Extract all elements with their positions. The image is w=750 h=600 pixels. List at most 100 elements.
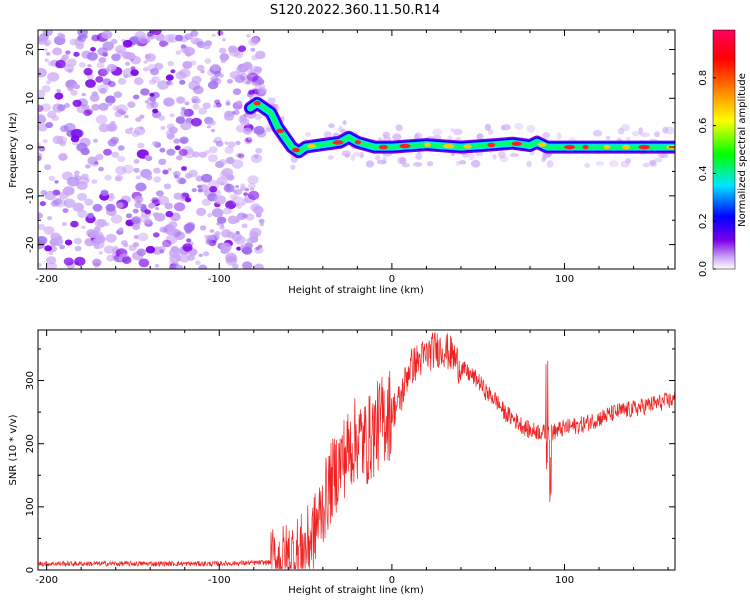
- noise-blob: [226, 255, 232, 260]
- noise-blob: [59, 244, 66, 250]
- ridge-halo-blob: [290, 156, 298, 163]
- noise-blob: [227, 215, 239, 225]
- noise-blob: [41, 85, 51, 93]
- noise-blob: [96, 62, 105, 69]
- noise-blob: [224, 141, 229, 145]
- noise-blob: [250, 187, 254, 191]
- noise-blob: [192, 85, 204, 95]
- noise-blob: [94, 161, 99, 165]
- noise-blob: [248, 137, 253, 141]
- ridge-halo-blob: [476, 133, 484, 141]
- ridge-halo-blob: [584, 162, 590, 168]
- noise-blob: [103, 148, 112, 156]
- ridge-halo-blob: [459, 160, 467, 165]
- colorbar-gradient: [712, 29, 736, 270]
- noise-blob: [180, 109, 190, 118]
- ridge-peak: [487, 142, 496, 148]
- noise-blob: [106, 123, 118, 132]
- noise-blob: [210, 63, 221, 72]
- noise-blob: [85, 164, 91, 169]
- noise-blob: [136, 248, 146, 257]
- noise-blob: [245, 213, 255, 221]
- noise-blob: [135, 182, 147, 192]
- ridge-halo-blob: [399, 157, 407, 165]
- noise-blob: [200, 69, 205, 74]
- noise-blob: [226, 231, 236, 239]
- ridge-halo-blob: [376, 159, 386, 165]
- noise-blob: [246, 34, 251, 38]
- ridge-halo-blob: [484, 123, 491, 131]
- noise-blob: [248, 182, 256, 189]
- ridge-halo-blob: [514, 122, 524, 131]
- ridge-halo-blob: [359, 151, 365, 159]
- noise-blob: [111, 151, 120, 158]
- ridge-halo-blob: [497, 151, 506, 159]
- noise-blob: [246, 237, 255, 244]
- noise-blob: [61, 222, 67, 226]
- noise-blob: [201, 198, 211, 206]
- noise-blob: [240, 186, 246, 191]
- ridge-halo-blob: [654, 131, 660, 138]
- ridge-halo-blob: [455, 160, 461, 166]
- ridge-halo-blob: [640, 132, 651, 138]
- y-tick-label: -20: [25, 236, 36, 252]
- noise-blob: [48, 251, 53, 256]
- noise-blob: [65, 50, 71, 55]
- noise-blob: [175, 71, 187, 80]
- noise-blob: [38, 223, 46, 231]
- noise-blob: [149, 79, 156, 85]
- noise-blob: [181, 166, 187, 171]
- ridge-halo-blob: [509, 153, 519, 158]
- y-tick-label: -10: [25, 188, 36, 204]
- noise-blob: [166, 133, 175, 140]
- noise-blob: [230, 193, 238, 200]
- noise-blob: [73, 237, 82, 245]
- noise-blob: [180, 44, 187, 49]
- noise-blob: [73, 51, 80, 57]
- noise-blob: [76, 34, 87, 43]
- noise-blob: [209, 186, 218, 193]
- noise-blob: [99, 87, 107, 94]
- noise-blob: [191, 95, 200, 103]
- noise-blob: [246, 72, 259, 82]
- noise-blob: [126, 213, 133, 219]
- ridge-peak: [276, 128, 285, 133]
- noise-blob: [52, 189, 61, 196]
- noise-blob: [98, 102, 109, 111]
- colorbar-tick-label: 0.4: [698, 165, 709, 181]
- noise-blob: [138, 35, 149, 44]
- noise-blob: [216, 216, 227, 224]
- noise-blob: [149, 92, 155, 97]
- noise-blob: [140, 88, 150, 96]
- noise-blob: [135, 117, 142, 122]
- noise-blob: [153, 176, 162, 183]
- noise-blob: [110, 214, 123, 224]
- y-tick-label: 300: [25, 371, 36, 390]
- noise-blob: [159, 147, 166, 153]
- noise-blob: [52, 237, 64, 247]
- noise-blob: [248, 38, 259, 46]
- noise-blob: [38, 89, 46, 99]
- y-tick-label: 200: [25, 434, 36, 453]
- noise-blob: [242, 261, 253, 269]
- noise-blob: [150, 30, 162, 35]
- noise-blob: [45, 52, 51, 56]
- noise-blob: [70, 220, 79, 228]
- noise-blob: [132, 242, 139, 248]
- noise-blob: [185, 172, 193, 179]
- noise-blob: [54, 92, 64, 100]
- ridge-halo-blob: [638, 127, 643, 135]
- noise-blob: [104, 174, 112, 181]
- noise-blob: [118, 227, 124, 232]
- noise-blob: [78, 62, 86, 68]
- spectrogram-x-ticks: -200 -100 0 100: [35, 30, 669, 285]
- noise-blob: [245, 80, 251, 85]
- noise-blob: [218, 159, 227, 166]
- noise-blob: [144, 218, 152, 225]
- snr-x-ticks: -200 -100 0 100: [35, 330, 669, 586]
- noise-blob: [250, 203, 261, 212]
- noise-blob: [215, 140, 224, 147]
- noise-blob: [123, 74, 129, 79]
- noise-blob: [159, 249, 165, 254]
- ridge-halo-blob: [546, 160, 554, 168]
